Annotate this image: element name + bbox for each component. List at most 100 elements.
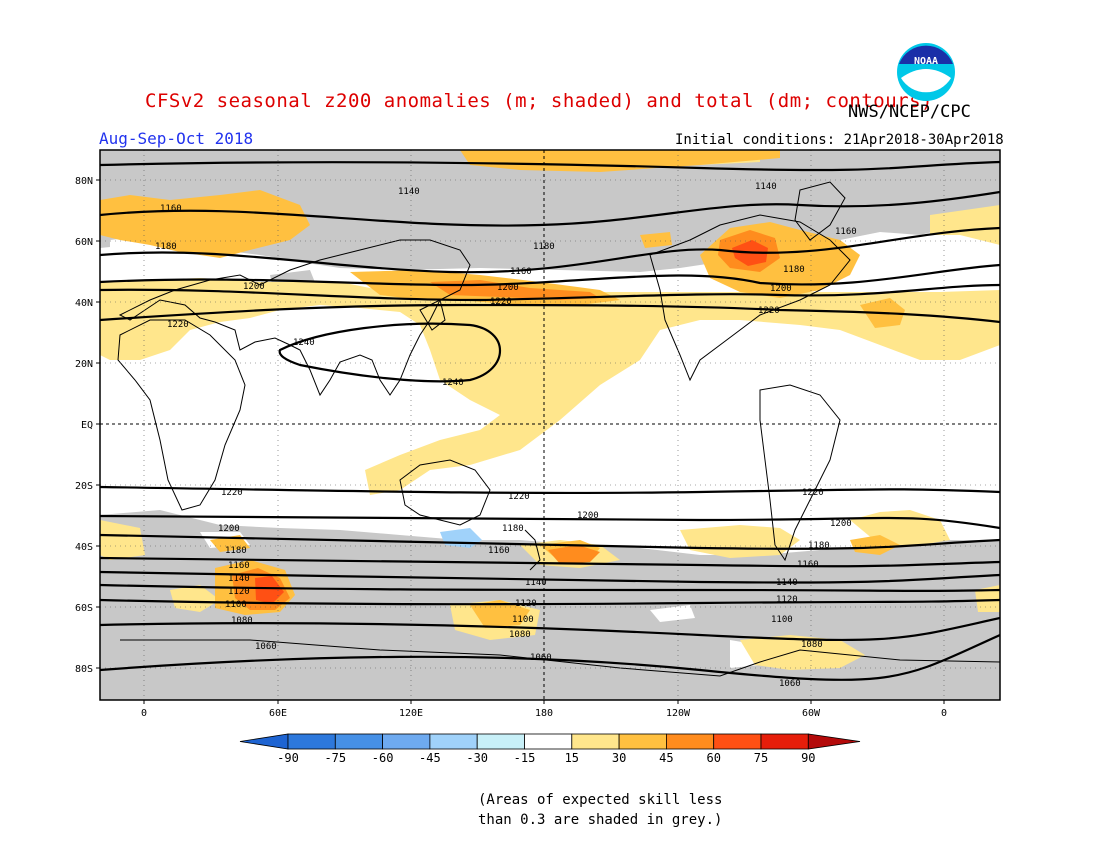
contour-label: 1240 <box>442 378 464 388</box>
contour-label: 1180 <box>155 242 177 252</box>
contour-label: 1180 <box>502 524 524 534</box>
contour-label: 1120 <box>776 595 798 605</box>
contour-lines <box>100 160 1000 681</box>
colorbar-swatch <box>334 733 383 750</box>
latitude-axis: 80N 60N 40N 20N EQ 20S 40S 60S 80S <box>75 176 93 675</box>
contour-label: 1220 <box>490 297 512 307</box>
noaa-logo: NOAA <box>897 43 955 101</box>
coastlines <box>117 181 1000 677</box>
map-title: CFSv2 seasonal z200 anomalies (m; shaded… <box>145 90 933 112</box>
lat-label: EQ <box>81 420 93 431</box>
colorbar-tick-label: 15 <box>565 751 579 765</box>
colorbar-tick-label: 75 <box>754 751 768 765</box>
contour-label: 1200 <box>770 284 792 294</box>
initial-conditions: Initial conditions: 21Apr2018-30Apr2018 <box>675 132 1004 148</box>
lat-label: 80N <box>75 176 93 187</box>
contour-label: 1140 <box>525 578 547 588</box>
colorbar-swatch <box>429 733 478 750</box>
colorbar-tick-label: -75 <box>324 751 346 765</box>
contour-label: 1160 <box>797 560 819 570</box>
colorbar-swatch <box>571 733 620 750</box>
contour-label: 1060 <box>779 679 801 689</box>
lat-label: 60N <box>75 237 93 248</box>
shaded-anomaly-layer <box>100 150 1000 700</box>
colorbar-tick-label: 30 <box>612 751 626 765</box>
contour-label: 1180 <box>783 265 805 275</box>
colorbar-swatch <box>287 733 336 750</box>
colorbar-swatch <box>476 733 525 750</box>
colorbar-tick-label: -30 <box>466 751 488 765</box>
contour-label: 1220 <box>167 320 189 330</box>
colorbar-tick-label: -60 <box>372 751 394 765</box>
colorbar-swatch <box>760 733 809 750</box>
latitude-ticks <box>96 179 945 704</box>
lon-label: 120E <box>399 708 423 719</box>
lat-label: 20N <box>75 359 93 370</box>
skill-note-line1: (Areas of expected skill less <box>478 792 723 808</box>
lon-label: 60E <box>269 708 287 719</box>
contour-label: 1080 <box>231 616 253 626</box>
contour-label: 1140 <box>755 182 777 192</box>
contour-label: 1140 <box>228 574 250 584</box>
contour-label: 1160 <box>228 561 250 571</box>
contour-label: 1200 <box>577 511 599 521</box>
map-frame <box>99 149 1001 701</box>
contour-label: 1220 <box>758 306 780 316</box>
colorbar-arrow-left <box>239 733 289 750</box>
contour-label: 1200 <box>243 282 265 292</box>
lon-label: 60W <box>802 708 821 719</box>
contour-label: 1080 <box>509 630 531 640</box>
contour-label: 1220 <box>221 488 243 498</box>
contour-label: 1160 <box>835 227 857 237</box>
lat-label: 60S <box>75 603 93 614</box>
colorbar-arrow-right <box>807 733 861 750</box>
contour-label: 1160 <box>160 204 182 214</box>
contour-label: 1180 <box>533 242 555 252</box>
contour-label: 1200 <box>497 283 519 293</box>
lat-label: 80S <box>75 664 93 675</box>
contour-label: 1080 <box>801 640 823 650</box>
colorbar-tick-label: -15 <box>514 751 536 765</box>
contour-label: 1200 <box>830 519 852 529</box>
contour-label: 1060 <box>530 653 552 663</box>
colorbar-swatch <box>666 733 715 750</box>
colorbar-swatch <box>382 733 431 750</box>
noaa-logo-text: NOAA <box>914 56 938 67</box>
graticule <box>100 150 1000 700</box>
lon-label: 0 <box>141 708 147 719</box>
contour-label: 1100 <box>512 615 534 625</box>
contour-label: 1120 <box>228 587 250 597</box>
contour-label: 1060 <box>255 642 277 652</box>
contour-label: 1140 <box>776 578 798 588</box>
colorbar-tick-label: -45 <box>419 751 441 765</box>
forecast-period: Aug-Sep-Oct 2018 <box>99 129 254 148</box>
colorbar-swatch <box>618 733 667 750</box>
contour-label: 1100 <box>771 615 793 625</box>
lat-label: 40N <box>75 298 93 309</box>
contour-label: 1120 <box>515 599 537 609</box>
contour-label-layer: 1140 1140 1160 1160 1160 1180 1180 1180 … <box>155 182 857 689</box>
skill-note-line2: than 0.3 are shaded in grey.) <box>478 812 723 828</box>
agency-label: NWS/NCEP/CPC <box>848 102 971 122</box>
colorbar-tick-label: 45 <box>659 751 673 765</box>
contour-label: 1200 <box>218 524 240 534</box>
contour-label: 1160 <box>488 546 510 556</box>
lon-label: 0 <box>941 708 947 719</box>
colorbar-swatch <box>524 733 573 750</box>
colorbar: -90 -75 -60 -45 -30 -15 15 30 45 60 75 90 <box>239 733 861 765</box>
contour-label: 1240 <box>293 338 315 348</box>
lat-label: 20S <box>75 481 93 492</box>
lon-label: 120W <box>666 708 691 719</box>
contour-label: 1180 <box>808 541 830 551</box>
longitude-axis: 0 60E 120E 180 120W 60W 0 <box>141 708 947 719</box>
contour-label: 1220 <box>508 492 530 502</box>
colorbar-swatch <box>713 733 762 750</box>
colorbar-tick-label: -90 <box>277 751 299 765</box>
colorbar-tick-label: 90 <box>801 751 815 765</box>
contour-label: 1220 <box>802 488 824 498</box>
colorbar-tick-label: 60 <box>706 751 720 765</box>
lat-label: 40S <box>75 542 93 553</box>
contour-label: 1140 <box>398 187 420 197</box>
contour-label: 1100 <box>225 600 247 610</box>
